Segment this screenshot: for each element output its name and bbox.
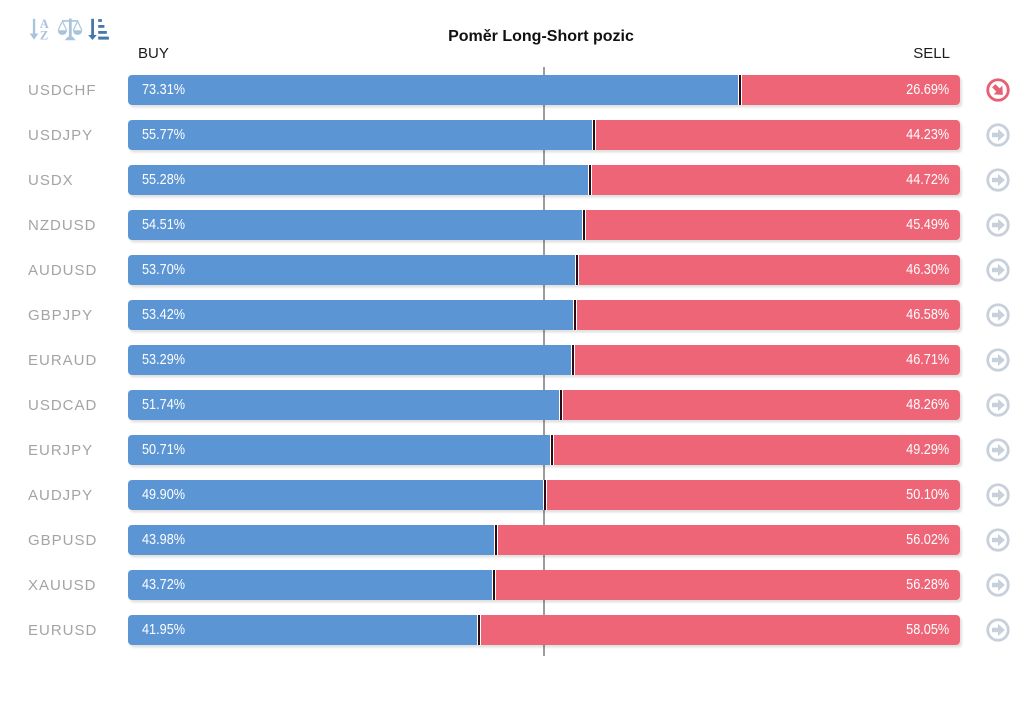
svg-text:Z: Z [40,28,48,42]
svg-text:A: A [40,17,49,31]
